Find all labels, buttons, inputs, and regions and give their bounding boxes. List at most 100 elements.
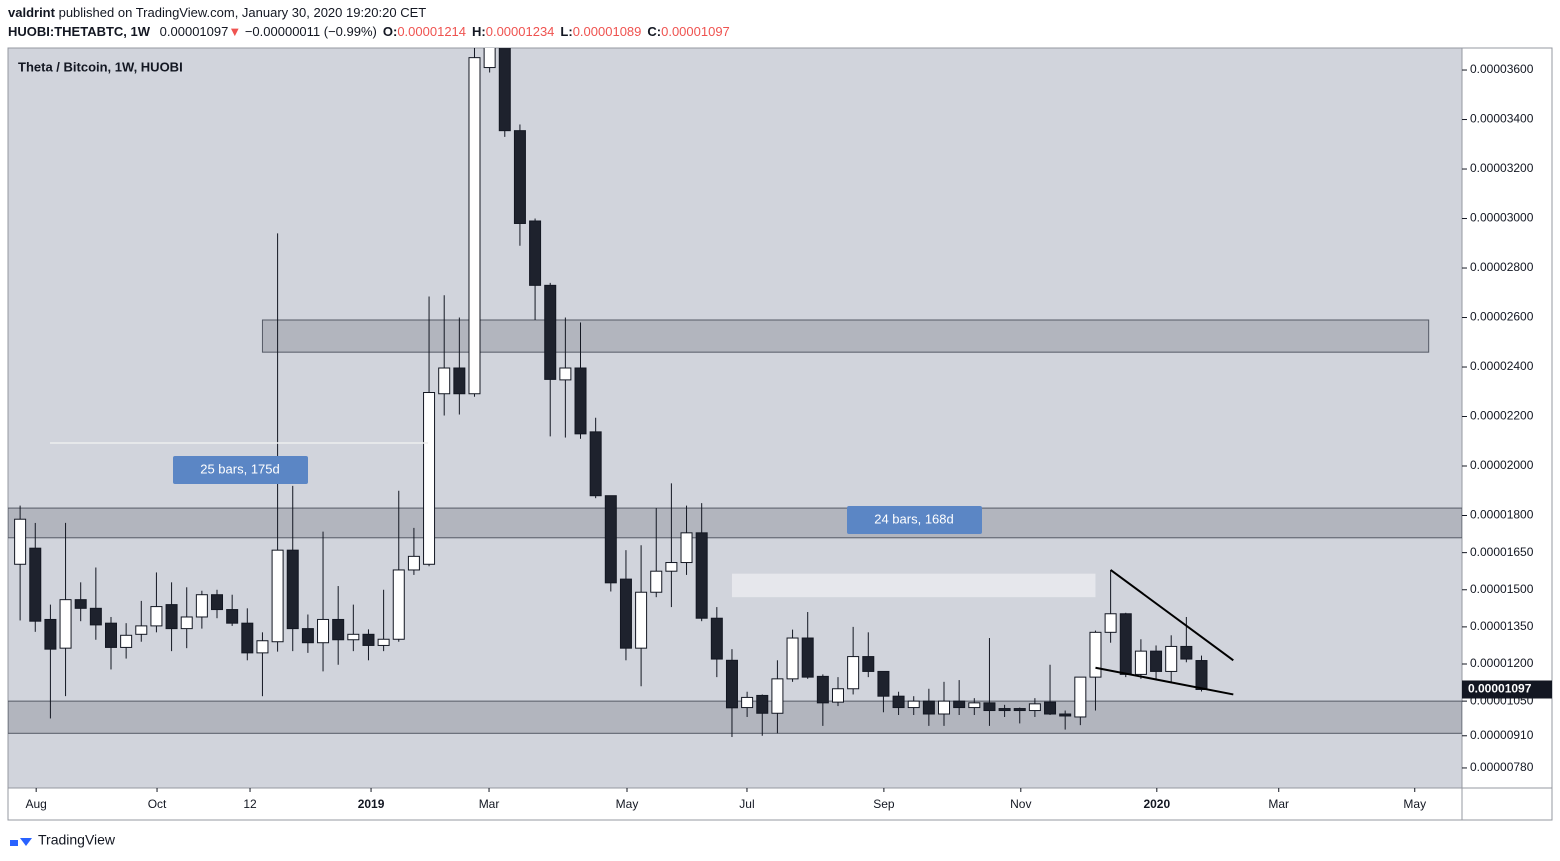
plot: [8, 48, 1462, 738]
measure-box: [173, 456, 308, 484]
candle-body: [74, 599, 87, 609]
candle-body: [438, 367, 451, 395]
candle-body: [877, 670, 890, 697]
down-arrow: ▼: [228, 24, 241, 39]
logo-icon: [10, 838, 32, 846]
x-tick-label: Jul: [739, 797, 754, 811]
measure-box: [847, 506, 982, 534]
candle-body: [529, 220, 542, 286]
chart-border: [7, 47, 1553, 821]
candle-body: [453, 367, 466, 395]
candle-body: [559, 367, 572, 381]
candle-body: [377, 638, 390, 646]
ohlc-value: 0.00001234: [486, 24, 555, 39]
candle-body: [665, 562, 678, 572]
candle-body: [725, 659, 738, 709]
candle-body: [1013, 708, 1026, 712]
x-tick-label: Mar: [1268, 797, 1289, 811]
ohlc-label: C:: [647, 24, 661, 39]
y-tick-label: 0.00003000: [1470, 211, 1534, 225]
y-tick-label: 0.00003400: [1470, 112, 1534, 126]
x-tick-label: 2019: [358, 797, 385, 811]
x-tick-label: May: [616, 797, 639, 811]
y-tick-label: 0.00003600: [1470, 62, 1534, 76]
x-tick-label: Nov: [1010, 797, 1031, 811]
candle-body: [89, 607, 102, 626]
x-tick-label: Aug: [25, 797, 46, 811]
x-tick-label: Oct: [148, 797, 167, 811]
candle-body: [786, 637, 799, 680]
candle-body: [1104, 613, 1117, 633]
candle-body: [680, 532, 693, 564]
symbol: HUOBI:THETABTC, 1W: [8, 24, 151, 39]
candle-body: [847, 656, 860, 690]
candle-body: [1074, 676, 1087, 718]
candle-body: [695, 532, 708, 619]
brand: TradingView: [38, 832, 116, 848]
change: −0.00000011 (−0.99%): [245, 24, 377, 39]
y-tick-label: 0.00000910: [1470, 728, 1534, 742]
candle-body: [195, 594, 208, 618]
candle-body: [1165, 645, 1178, 672]
candle-body: [544, 284, 557, 380]
candle-body: [226, 609, 239, 624]
symbol-line: HUOBI:THETABTC, 1W 0.00001097 ▼ −0.000000…: [8, 24, 730, 39]
author: valdrint: [8, 5, 56, 20]
last-price-label: 0.00001097: [1468, 682, 1532, 696]
candle-body: [29, 547, 42, 622]
candle-body: [271, 549, 284, 643]
x-tick-label: Mar: [479, 797, 500, 811]
candle-body: [498, 48, 511, 132]
candle-body: [256, 640, 269, 654]
candle-body: [938, 700, 951, 715]
candle-body: [180, 616, 193, 630]
ohlc-value: 0.00001089: [573, 24, 642, 39]
ohlc-value: 0.00001097: [661, 24, 730, 39]
candle-body: [635, 591, 648, 649]
candle-body: [135, 625, 148, 635]
candle-body: [998, 708, 1011, 712]
ohlc-label: O:: [383, 24, 397, 39]
candle-body: [301, 628, 314, 644]
candle-body: [165, 604, 178, 630]
candle-body: [589, 431, 602, 497]
trendline: [1095, 666, 1234, 696]
ohlc-label: L:: [560, 24, 572, 39]
measure-label: 25 bars, 175d: [200, 461, 280, 476]
y-tick-label: 0.00002800: [1470, 260, 1534, 274]
candle-body: [892, 695, 905, 709]
x-tick-label: 2020: [1143, 797, 1170, 811]
candle-body: [1180, 645, 1193, 660]
y-tick-label: 0.00003200: [1470, 161, 1534, 175]
zone: [261, 319, 1430, 353]
candle-body: [1119, 613, 1132, 675]
zone: [8, 507, 1462, 539]
candle-body: [483, 48, 496, 69]
candle-body: [1134, 650, 1147, 675]
candle-body: [211, 594, 224, 611]
candle-body: [407, 555, 420, 571]
candle-body: [650, 570, 663, 593]
y-tick-label: 0.00002600: [1470, 310, 1534, 324]
y-tick-label: 0.00000780: [1470, 760, 1534, 774]
trendline: [1110, 569, 1234, 662]
candle-body: [317, 618, 330, 644]
candle-body: [468, 57, 481, 395]
candle-body: [120, 634, 133, 648]
y-tick-label: 0.00001200: [1470, 656, 1534, 670]
candle-body: [741, 696, 754, 709]
ohlc-label: H:: [472, 24, 486, 39]
y-tick-label: 0.00001500: [1470, 582, 1534, 596]
candle-body: [619, 578, 632, 649]
candle-body: [756, 694, 769, 714]
candle-body: [862, 656, 875, 672]
y-tick-label: 0.00001350: [1470, 619, 1534, 633]
y-tick-label: 0.00001800: [1470, 508, 1534, 522]
candle-body: [604, 495, 617, 584]
candle-body: [423, 392, 436, 565]
candle-body: [286, 549, 299, 630]
ohlc: O:0.00001214 H:0.00001234 L:0.00001089 C:0.…: [383, 24, 730, 39]
candle-body: [710, 617, 723, 660]
